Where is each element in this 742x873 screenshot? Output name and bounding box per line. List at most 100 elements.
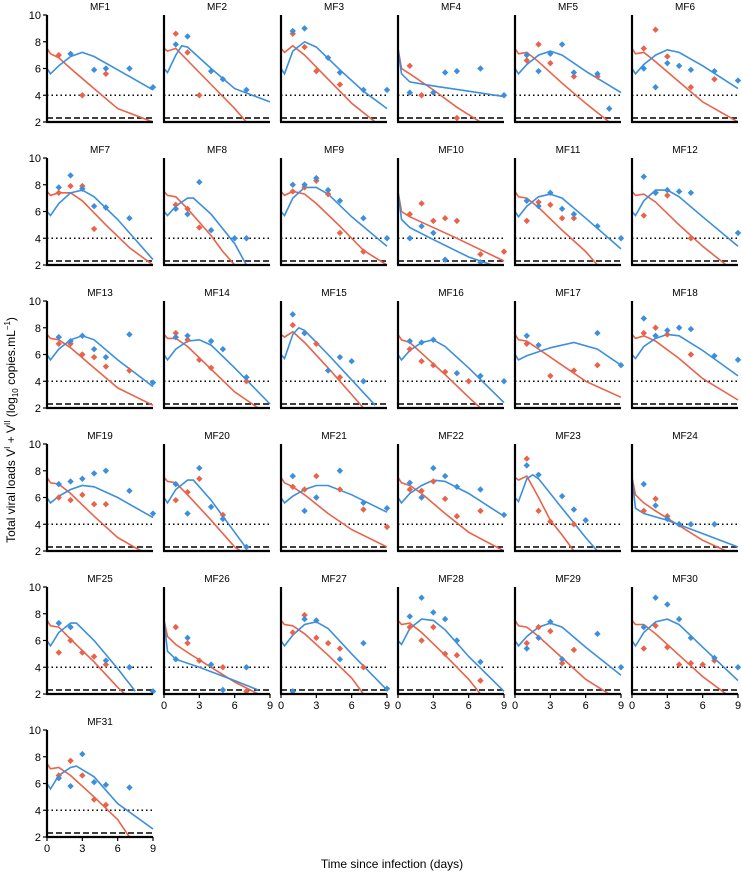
x-tick-label: 9 [735,700,741,712]
blue-data-point [313,617,320,624]
blue-data-point [336,197,344,204]
red-model-curve [398,619,482,694]
panel-title: MF23 [555,431,581,442]
red-data-point [523,639,530,647]
red-data-point [477,251,484,258]
panel-title: MF11 [556,145,581,156]
blue-data-point [324,54,332,61]
blue-data-point [336,353,344,361]
panel-title: MF17 [555,288,581,299]
red-data-point [172,623,179,631]
blue-data-point [606,105,613,112]
panel-title: MF31 [87,717,113,728]
y-tick-label: 6 [35,207,41,219]
red-data-point [90,653,98,660]
panel-mf15: MF15 [279,288,387,410]
panel-mf29: MF29 0 3 6 9 [512,574,625,712]
blue-data-point [126,487,133,495]
blue-data-point [126,65,133,72]
red-data-point [336,374,344,381]
blue-model-curve [47,334,154,388]
red-data-point [711,76,718,83]
red-model-curve [398,191,505,262]
y-axis-label-prefix: Total viral loads V [4,449,18,543]
red-data-point [664,643,671,651]
y-tick-label: 6 [35,64,41,76]
blue-data-point [406,337,413,345]
x-tick-label: 9 [501,700,507,712]
blue-data-point [289,181,296,188]
red-data-point [675,661,683,668]
x-tick-label: 6 [349,700,355,712]
panel-mf17: MF17 [513,288,625,410]
blue-data-point [172,480,179,488]
blue-data-point [477,486,484,493]
blue-data-point [652,189,659,196]
y-tick-label: 8 [35,323,41,335]
x-tick-label: 9 [267,700,273,712]
red-model-curve [281,44,376,122]
x-tick-label: 9 [150,843,156,855]
blue-data-point [477,658,484,666]
red-data-point [55,340,62,347]
y-tick-label: 6 [35,779,41,791]
red-model-curve [281,330,365,408]
x-tick-label: 0 [395,700,401,712]
panel-title: MF2 [207,2,227,13]
blue-data-point [652,594,659,601]
red-data-point [640,329,647,337]
blue-data-point [172,333,179,341]
blue-data-point [617,362,625,369]
blue-data-point [383,685,391,692]
y-tick-label: 8 [35,609,41,621]
red-data-point [55,189,62,196]
blue-data-point [360,86,367,94]
blue-data-point [67,50,74,57]
red-data-point [90,353,98,361]
red-data-point [102,661,110,668]
panel-mf30: MF30 0 3 6 9 [629,574,742,712]
y-tick-label: 4 [35,805,41,817]
blue-data-point [67,172,74,179]
red-data-point [652,26,659,33]
blue-data-point [219,345,227,353]
red-data-point [523,217,530,225]
red-data-point [360,664,367,671]
panel-mf23: MF23 [513,431,621,553]
blue-data-point [243,235,250,242]
blue-data-point [500,511,508,519]
red-data-point [477,507,484,515]
blue-data-point [535,471,542,478]
blue-data-point [219,76,227,83]
panel-mf28: MF28 0 3 6 9 [395,574,507,712]
red-data-point [430,478,437,485]
blue-data-point [453,637,461,644]
red-data-point [336,229,344,237]
blue-model-curve [281,40,388,110]
red-data-point [640,645,647,652]
panel-mf6: MF6 [630,2,742,124]
panel-mf9: MF9 [279,145,391,267]
panel-title: MF6 [675,2,695,13]
red-data-point [360,506,367,513]
red-data-point [406,486,413,493]
blue-data-point [90,202,98,210]
x-tick-label: 6 [232,700,238,712]
blue-data-point [383,235,391,242]
panel-title: MF5 [558,2,578,13]
red-data-point [360,248,367,255]
blue-model-curve [632,333,739,377]
x-tick-label: 0 [161,700,167,712]
blue-data-point [324,367,332,374]
red-data-point [547,518,554,525]
blue-data-point [430,464,437,472]
red-data-point [55,649,62,656]
red-model-curve [164,333,259,408]
blue-data-point [523,645,530,652]
blue-data-point [570,506,578,513]
blue-data-point [360,499,367,507]
red-data-point [55,51,62,59]
blue-data-point [301,329,308,337]
x-tick-label: 6 [700,700,706,712]
